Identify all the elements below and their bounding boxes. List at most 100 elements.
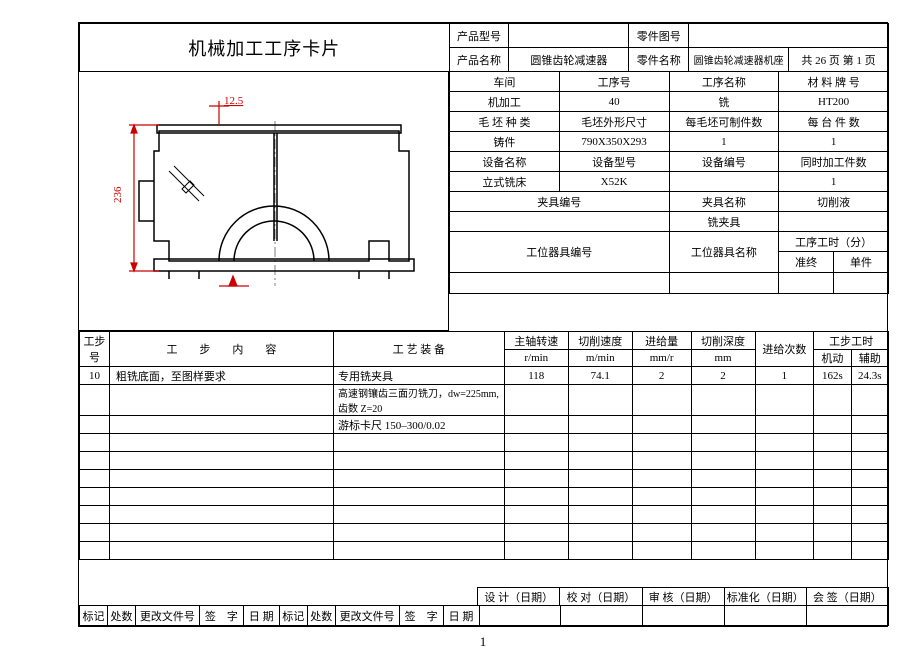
lbl-blank-type: 毛 坯 种 类 xyxy=(450,112,560,132)
lbl-coolant: 切削液 xyxy=(779,192,889,212)
f2-review-val xyxy=(643,606,725,626)
lbl-op-name: 工序名称 xyxy=(669,72,779,92)
part-drawing: 236 12.5 xyxy=(99,91,429,321)
lbl-equip-no: 设备编号 xyxy=(669,152,779,172)
val-station-tool-name xyxy=(669,273,779,294)
f2-check-val xyxy=(561,606,643,626)
lbl-product-model: 产品型号 xyxy=(449,24,509,48)
table-row xyxy=(80,506,889,524)
val-station-tool-no xyxy=(450,273,670,294)
val-material: HT200 xyxy=(779,92,889,112)
val-op-no: 40 xyxy=(559,92,669,112)
f2-sign-val xyxy=(806,606,888,626)
val-equip-no xyxy=(669,172,779,192)
val-setup-time xyxy=(779,273,833,293)
h-passes: 进给次数 xyxy=(755,332,814,367)
f2-doc1: 更改文件号 xyxy=(135,606,199,626)
f2-design-val xyxy=(479,606,561,626)
val-equip-model: X52K xyxy=(559,172,669,192)
lbl-design: 设 计（日期） xyxy=(478,588,560,606)
lbl-workshop: 车间 xyxy=(450,72,560,92)
page-number: 1 xyxy=(79,634,887,650)
val-piece-time xyxy=(834,273,888,293)
table-row xyxy=(80,452,889,470)
drawing-area: 236 12.5 xyxy=(79,71,449,331)
val-equip-name: 立式铣床 xyxy=(450,172,560,192)
f2-mark2: 标记 xyxy=(279,606,307,626)
h-step-no: 工步号 xyxy=(80,332,110,367)
lbl-review: 审 核（日期） xyxy=(642,588,724,606)
val-blank-size: 790X350X293 xyxy=(559,132,669,152)
lbl-per-unit: 每 台 件 数 xyxy=(779,112,889,132)
h-cut-speed: 切削速度 xyxy=(568,332,632,350)
lbl-simul: 同时加工件数 xyxy=(779,152,889,172)
lbl-check: 校 对（日期） xyxy=(560,588,642,606)
val-per-blank: 1 xyxy=(669,132,779,152)
table-row: 10 粗铣底面，至图样要求 专用铣夹具 118 74.1 2 2 1 162s … xyxy=(80,367,889,385)
val-workshop: 机加工 xyxy=(450,92,560,112)
f2-num2: 处数 xyxy=(307,606,335,626)
lbl-blank-size: 毛坯外形尺寸 xyxy=(559,112,669,132)
h-depth: 切削深度 xyxy=(691,332,755,350)
h-content: 工 步 内 容 xyxy=(109,332,333,367)
lbl-material: 材 料 牌 号 xyxy=(779,72,889,92)
lbl-part-name: 零件名称 xyxy=(629,48,689,72)
f2-date1: 日 期 xyxy=(243,606,279,626)
lbl-standardize: 标准化（日期） xyxy=(724,588,806,606)
f2-sign1: 签 字 xyxy=(199,606,243,626)
f2-date2: 日 期 xyxy=(443,606,479,626)
lbl-fixture-name: 夹具名称 xyxy=(669,192,779,212)
val-part-drawing xyxy=(689,24,889,48)
lbl-equip-name: 设备名称 xyxy=(450,152,560,172)
val-op-name: 铣 xyxy=(669,92,779,112)
f2-sign2: 签 字 xyxy=(399,606,443,626)
signoff-table: 设 计（日期） 校 对（日期） 审 核（日期） 标准化（日期） 会 签（日期） xyxy=(79,587,889,606)
f2-doc2: 更改文件号 xyxy=(335,606,399,626)
lbl-equip-model: 设备型号 xyxy=(559,152,669,172)
val-fixture-no xyxy=(450,212,670,232)
u-machine: 机动 xyxy=(814,350,851,367)
lbl-piece-time: 单件 xyxy=(834,252,888,272)
h-step-time: 工步工时 xyxy=(814,332,889,350)
dim-height: 236 xyxy=(112,186,124,203)
f2-num1: 处数 xyxy=(107,606,135,626)
table-row: 高速钢镶齿三面刃铣刀，dw=225mm,齿数 Z=20 xyxy=(80,385,889,416)
lbl-op-no: 工序号 xyxy=(559,72,669,92)
header-table: 机械加工工序卡片 产品型号 零件图号 产品名称 圆锥齿轮减速器 零件名称 圆锥齿… xyxy=(79,23,889,72)
val-part-name: 圆锥齿轮减速器机座 xyxy=(689,48,789,72)
table-row xyxy=(80,488,889,506)
lbl-setup-time: 准终 xyxy=(779,252,833,272)
val-fixture-name: 铣夹具 xyxy=(669,212,779,232)
card-title: 机械加工工序卡片 xyxy=(80,24,450,72)
u-spindle: r/min xyxy=(504,350,568,367)
val-simul: 1 xyxy=(779,172,889,192)
page-info: 共 26 页 第 1 页 xyxy=(789,48,889,72)
lbl-per-blank: 每毛坯可制件数 xyxy=(669,112,779,132)
table-row xyxy=(80,542,889,560)
lbl-op-time: 工序工时（分） xyxy=(779,232,889,252)
revision-table: 标记 处数 更改文件号 签 字 日 期 标记 处数 更改文件号 签 字 日 期 xyxy=(79,605,889,626)
steps-table: 工步号 工 步 内 容 工 艺 装 备 主轴转速 切削速度 进给量 切削深度 进… xyxy=(79,331,889,560)
table-row xyxy=(80,524,889,542)
u-aux: 辅助 xyxy=(851,350,888,367)
info-table: 车间 工序号 工序名称 材 料 牌 号 机加工 40 铣 HT200 毛 坯 种… xyxy=(449,71,889,294)
table-row xyxy=(80,434,889,452)
h-tooling: 工 艺 装 备 xyxy=(334,332,505,367)
u-cut: m/min xyxy=(568,350,632,367)
lbl-fixture-no: 夹具编号 xyxy=(450,192,670,212)
val-product-model xyxy=(509,24,629,48)
lbl-station-tool-no: 工位器具编号 xyxy=(450,232,670,273)
h-spindle: 主轴转速 xyxy=(504,332,568,350)
table-row: 游标卡尺 150–300/0.02 xyxy=(80,416,889,434)
lbl-product-name: 产品名称 xyxy=(449,48,509,72)
val-coolant xyxy=(779,212,889,232)
process-card-sheet: 机械加工工序卡片 产品型号 零件图号 产品名称 圆锥齿轮减速器 零件名称 圆锥齿… xyxy=(78,22,888,627)
lbl-part-drawing: 零件图号 xyxy=(629,24,689,48)
val-product-name: 圆锥齿轮减速器 xyxy=(509,48,629,72)
val-blank-type: 铸件 xyxy=(450,132,560,152)
dim-top: 12.5 xyxy=(224,95,244,107)
f2-std-val xyxy=(725,606,807,626)
val-per-unit: 1 xyxy=(779,132,889,152)
table-row xyxy=(80,470,889,488)
h-feed: 进给量 xyxy=(632,332,691,350)
